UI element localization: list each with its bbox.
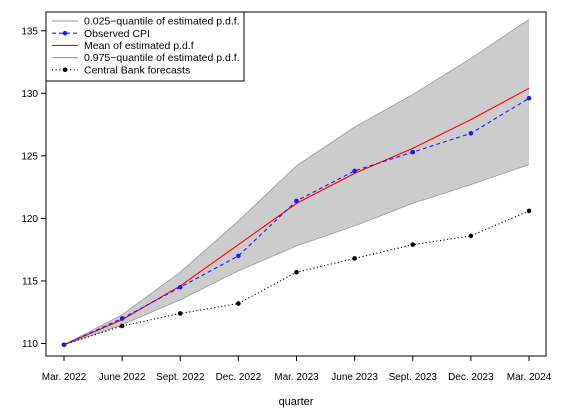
x-tick-label-8: Mar. 2024: [507, 372, 552, 383]
y-tick-label-2: 120: [21, 214, 38, 225]
x-tick-label-7: Dec. 2023: [448, 372, 494, 383]
y-tick-label-4: 130: [21, 89, 38, 100]
legend: 0.025−quantile of estimated p.d.f.Observ…: [45, 11, 245, 82]
series-1-point-6: [410, 149, 416, 155]
series-4-point-4: [294, 269, 299, 275]
series-1-point-3: [236, 253, 241, 259]
series-4-point-7: [468, 233, 474, 239]
quantile-band: [64, 19, 529, 345]
series-4-point-8: [526, 208, 532, 214]
x-tick-label-6: Sept. 2023: [389, 372, 438, 383]
x-tick-label-0: Mar. 2022: [42, 372, 87, 383]
series-4-point-3: [236, 301, 241, 306]
x-tick-label-4: Mar. 2023: [274, 372, 319, 383]
series-1-point-8: [526, 96, 532, 101]
legend-box: [45, 11, 245, 82]
series-1-point-7: [468, 131, 474, 136]
series-4-point-1: [119, 323, 125, 329]
series-line-3: [63, 19, 530, 346]
axes-layer: 110 115 120 125 130 135 Mar. 2022 June 2022 Sept…: [21, 11, 552, 383]
y-tick-label-3: 125: [21, 151, 38, 162]
legend-label-0: 0.025−quantile of estimated p.d.f.: [84, 16, 240, 28]
x-tick-label-2: Sept. 2022: [156, 372, 205, 383]
x-tick-label-3: Dec. 2022: [216, 372, 262, 383]
legend-marker-4: [62, 67, 68, 73]
legend-marker-1: [62, 30, 68, 36]
y-tick-label-5: 135: [21, 26, 38, 37]
series-1-point-4: [294, 198, 299, 204]
quantile-band-layer: [64, 19, 529, 345]
x-tick-label-1: June 2022: [99, 372, 146, 383]
series-4-point-6: [410, 242, 416, 247]
series-4-point-2: [177, 311, 183, 316]
series-4-point-5: [352, 256, 357, 261]
series-1-point-1: [119, 316, 125, 321]
series-1-point-2: [177, 284, 183, 290]
series-layer: [61, 19, 532, 348]
legend-label-4: Central Bank forecasts: [84, 64, 190, 76]
y-tick-label-0: 110: [22, 339, 38, 350]
x-tick-label-5: June 2023: [331, 372, 378, 383]
series-1-point-5: [352, 168, 357, 174]
legend-label-3: 0.975−quantile of estimated p.d.f.: [84, 52, 240, 64]
legend-label-1: Observed CPI: [84, 28, 150, 40]
series-1-point-0: [61, 342, 67, 348]
x-axis-title: quarter: [279, 396, 314, 408]
legend-label-2: Mean of estimated p.d.f: [84, 40, 194, 52]
y-tick-label-1: 115: [22, 276, 38, 287]
series-line-0: [63, 164, 530, 346]
